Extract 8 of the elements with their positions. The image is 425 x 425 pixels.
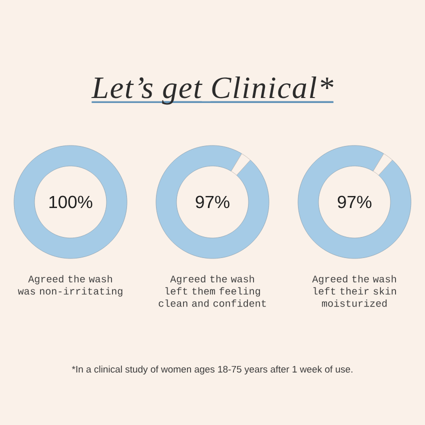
text: Let’s get Clinical* (91, 76, 334, 105)
data-label: 100% (49, 196, 92, 208)
text: Agreed the wash was non-irritating (18, 275, 122, 297)
text: Agreed the wash left them feeling clean and confident (158, 275, 266, 307)
data-label: 97% (338, 196, 372, 208)
data-label: 97% (196, 196, 230, 208)
text: Agreed the wash left their skin moisturized (312, 275, 396, 307)
text: *In a clinical study of women ages 18-75 years after 1 week of use. (72, 366, 352, 374)
